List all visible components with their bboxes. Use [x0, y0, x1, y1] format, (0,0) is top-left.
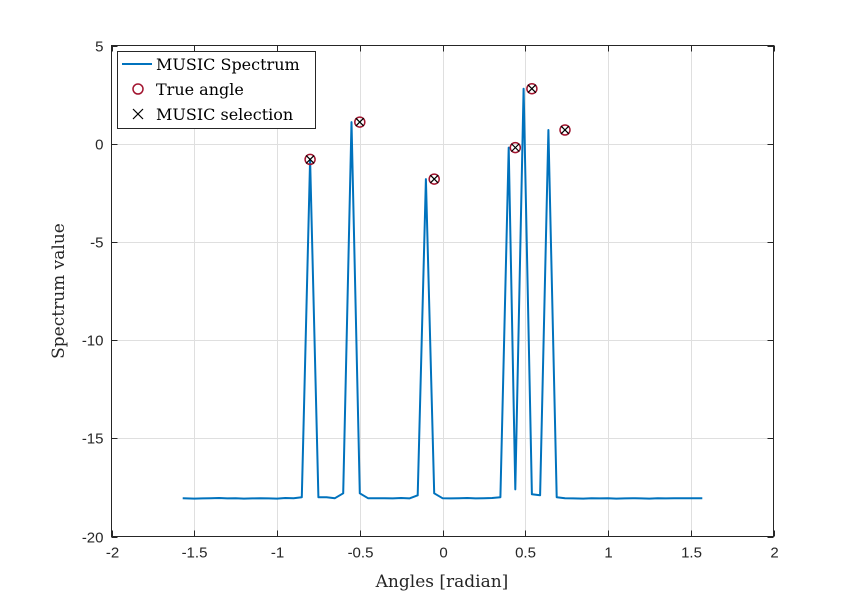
y-tick-label: -5 — [90, 235, 103, 252]
legend-entry-music-selection: MUSIC selection — [156, 105, 293, 124]
x-tick-label: -1 — [271, 545, 284, 562]
y-axis-label: Spectrum value — [49, 223, 69, 359]
music-selection-marker — [305, 154, 315, 164]
y-tick-label: 5 — [95, 39, 103, 56]
x-tick-label: 0.5 — [515, 545, 536, 562]
true-angle-marker — [526, 82, 538, 95]
x-tick-label: 0 — [439, 545, 447, 562]
y-tick-label: -20 — [82, 530, 104, 547]
x-axis-label: Angles [radian] — [375, 572, 509, 592]
ticks: -2 -1.5 -1 -0.5 0 0.5 1 1.5 2 -20 -15 -10 -5 0 5 — [82, 39, 779, 562]
true-angle-marker — [428, 173, 440, 185]
y-tick-label: -15 — [82, 431, 104, 448]
legend-x-swatch — [132, 108, 144, 120]
true-angle-marker — [304, 153, 316, 166]
y-tick-label: 0 — [95, 137, 103, 154]
x-tick-label: 2 — [770, 545, 778, 562]
grid — [111, 45, 774, 537]
data-layer — [182, 82, 703, 500]
legend-circle-swatch — [132, 83, 144, 95]
x-tick-label: -0.5 — [348, 545, 374, 562]
axes-box — [111, 45, 774, 537]
music-spectrum-line — [182, 87, 703, 500]
true-angle-marker — [559, 124, 571, 136]
music-selection-marker — [510, 143, 520, 153]
x-tick-label: 1.5 — [681, 545, 702, 562]
x-tick-label: -1.5 — [182, 545, 208, 562]
music-selection-marker — [527, 84, 537, 94]
legend-entry-true-angle: True angle — [156, 80, 244, 99]
legend-entry-music-spectrum: MUSIC Spectrum — [156, 55, 300, 74]
true-angle-marker — [354, 116, 366, 128]
x-tick-label: -2 — [106, 545, 119, 562]
y-tick-label: -10 — [82, 333, 104, 350]
music-selection-marker — [355, 117, 365, 127]
legend: MUSIC Spectrum True angle MUSIC selectio… — [117, 51, 316, 129]
x-tick-label: 1 — [604, 545, 612, 562]
true-angle-marker — [509, 141, 522, 154]
music-selection-marker — [429, 174, 439, 184]
music-selection-marker — [560, 125, 570, 135]
